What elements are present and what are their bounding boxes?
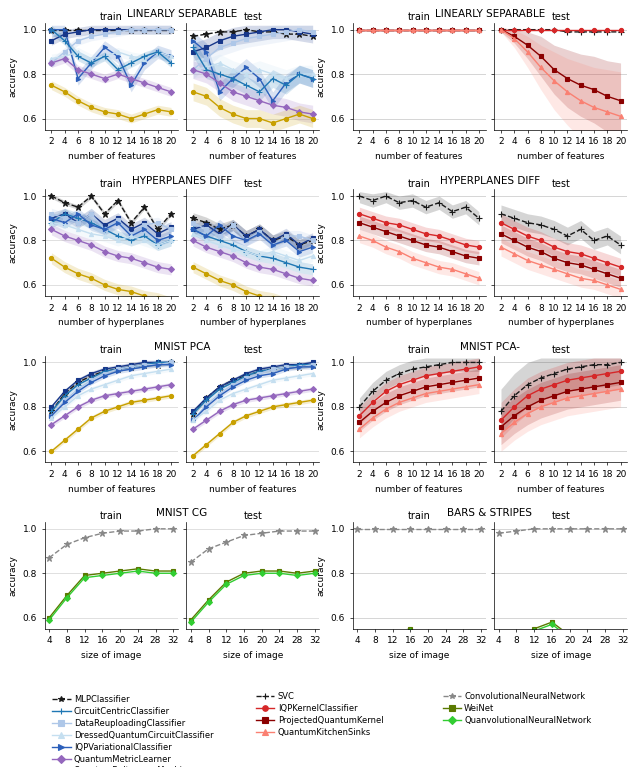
X-axis label: number of features: number of features (517, 152, 604, 161)
Title: test: test (551, 179, 570, 189)
Title: train: train (408, 345, 431, 355)
X-axis label: size of image: size of image (531, 651, 591, 660)
Text: HYPERPLANES DIFF: HYPERPLANES DIFF (132, 176, 232, 186)
Y-axis label: accuracy: accuracy (8, 389, 17, 430)
X-axis label: number of features: number of features (376, 485, 463, 494)
X-axis label: number of features: number of features (517, 485, 604, 494)
Title: test: test (243, 179, 262, 189)
Title: train: train (100, 12, 123, 22)
Y-axis label: accuracy: accuracy (316, 222, 325, 263)
Text: MNIST CG: MNIST CG (156, 509, 207, 518)
Title: train: train (408, 512, 431, 522)
X-axis label: size of image: size of image (81, 651, 141, 660)
X-axis label: number of hyperplanes: number of hyperplanes (58, 318, 164, 328)
X-axis label: number of hyperplanes: number of hyperplanes (508, 318, 614, 328)
Title: train: train (408, 12, 431, 22)
Title: train: train (408, 179, 431, 189)
Y-axis label: accuracy: accuracy (316, 56, 325, 97)
Title: test: test (551, 345, 570, 355)
Title: test: test (243, 12, 262, 22)
X-axis label: number of features: number of features (376, 152, 463, 161)
Y-axis label: accuracy: accuracy (8, 222, 17, 263)
Legend: MLPClassifier, CircuitCentricClassifier, DataReuploadingClassifier, DressedQuant: MLPClassifier, CircuitCentricClassifier,… (49, 692, 217, 767)
X-axis label: number of hyperplanes: number of hyperplanes (200, 318, 306, 328)
Title: train: train (100, 179, 123, 189)
Y-axis label: accuracy: accuracy (316, 389, 325, 430)
X-axis label: number of features: number of features (209, 485, 296, 494)
Text: LINEARLY SEPARABLE: LINEARLY SEPARABLE (435, 9, 545, 19)
X-axis label: size of image: size of image (223, 651, 283, 660)
X-axis label: number of features: number of features (209, 152, 296, 161)
Title: test: test (243, 345, 262, 355)
X-axis label: number of hyperplanes: number of hyperplanes (366, 318, 472, 328)
Title: test: test (551, 512, 570, 522)
Text: BARS & STRIPES: BARS & STRIPES (447, 509, 532, 518)
Text: LINEARLY SEPARABLE: LINEARLY SEPARABLE (127, 9, 237, 19)
Text: MNIST PCA-: MNIST PCA- (460, 342, 520, 352)
X-axis label: size of image: size of image (389, 651, 449, 660)
Title: train: train (100, 345, 123, 355)
Title: test: test (243, 512, 262, 522)
X-axis label: number of features: number of features (68, 152, 155, 161)
Text: MNIST PCA: MNIST PCA (154, 342, 211, 352)
Title: train: train (100, 512, 123, 522)
Y-axis label: accuracy: accuracy (316, 555, 325, 596)
Title: test: test (551, 12, 570, 22)
Y-axis label: accuracy: accuracy (8, 555, 17, 596)
Text: HYPERPLANES DIFF: HYPERPLANES DIFF (440, 176, 540, 186)
Y-axis label: accuracy: accuracy (8, 56, 17, 97)
X-axis label: number of features: number of features (68, 485, 155, 494)
